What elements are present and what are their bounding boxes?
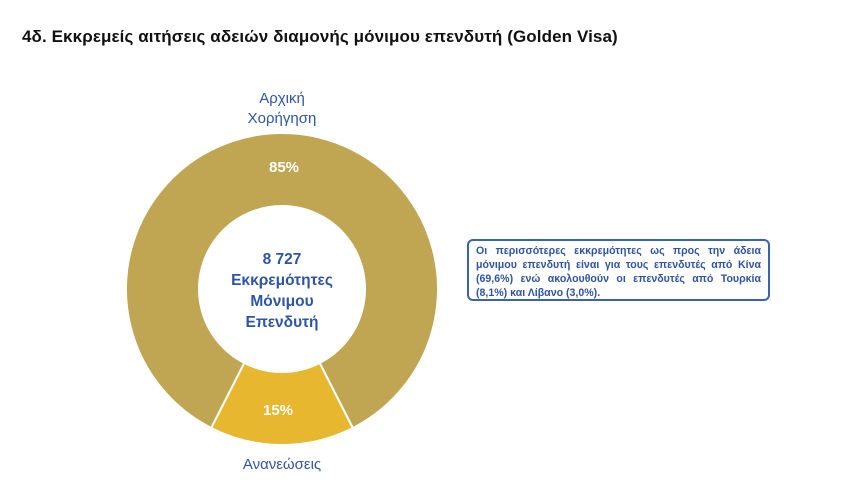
center-line-2: Μόνιμου [250, 293, 314, 310]
center-line-1: Εκκρεμότητες [231, 272, 333, 289]
center-total-value: 8 727 [262, 251, 302, 268]
value-label-renewals: 15% [262, 402, 294, 419]
chart-title: 4δ. Εκκρεμείς αιτήσεις αδειών διαμονής μ… [22, 27, 618, 46]
donut-slice-renewals [209, 361, 355, 446]
value-label-initial-grant: 85% [268, 159, 300, 176]
category-label-renewals: Ανανεώσεις [242, 456, 322, 473]
annotation-box: Οι περισσότερες εκκρεμότητες ως προς την… [467, 239, 770, 301]
category-label-initial-grant: Αρχική Χορήγηση [247, 90, 317, 127]
donut-slice-initial-grant [125, 132, 439, 430]
donut-center-text: 8 727 Εκκρεμότητες Μόνιμου Επενδυτή [207, 249, 357, 333]
center-line-3: Επενδυτή [245, 314, 319, 331]
